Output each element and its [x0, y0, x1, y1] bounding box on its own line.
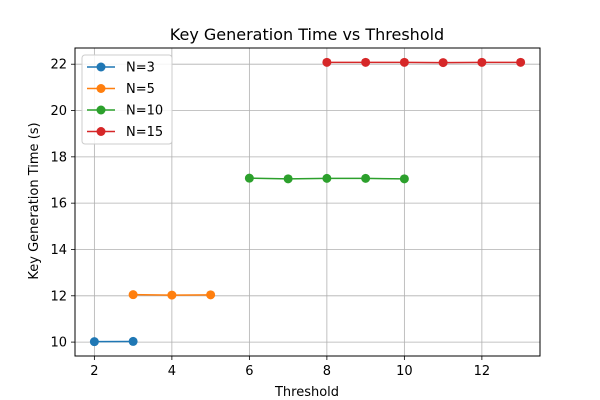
legend-box — [81, 54, 173, 145]
legend-label: N=15 — [126, 125, 163, 140]
y-tick-label: 10 — [50, 336, 67, 351]
axis-ticks: 2 4 6 8 10 12 10 12 14 16 18 20 22 — [50, 58, 490, 379]
series-n-5 — [128, 290, 216, 300]
data-point — [399, 57, 409, 67]
data-point — [516, 57, 526, 67]
x-tick-label: 12 — [474, 364, 491, 379]
x-tick-label: 6 — [245, 364, 253, 379]
legend-item: N=3 — [87, 61, 155, 76]
data-point — [167, 290, 177, 300]
series-n-3 — [89, 336, 138, 347]
data-series — [89, 57, 526, 347]
legend: N=3 N=5 N=10 N=15 — [81, 54, 173, 145]
y-axis-label: Key Generation Time (s) — [27, 122, 42, 279]
data-point — [399, 174, 409, 184]
data-point — [89, 337, 99, 347]
legend-item: N=5 — [87, 82, 155, 97]
x-tick-label: 8 — [323, 364, 331, 379]
series-n-10 — [244, 173, 409, 184]
y-tick-label: 22 — [50, 58, 67, 73]
y-tick-label: 18 — [50, 150, 67, 165]
legend-label: N=3 — [126, 61, 155, 76]
x-tick-label: 10 — [396, 364, 413, 379]
data-point — [361, 173, 371, 183]
data-point — [361, 57, 371, 67]
data-point — [477, 57, 487, 67]
legend-label: N=5 — [126, 82, 155, 97]
plot-area-frame — [74, 47, 541, 357]
legend-marker — [96, 84, 106, 93]
chart-title: Key Generation Time vs Threshold — [170, 25, 444, 44]
data-point — [128, 290, 138, 300]
legend-label: N=10 — [126, 104, 163, 119]
data-point — [283, 174, 293, 184]
data-point — [322, 173, 332, 183]
data-point — [322, 57, 332, 67]
y-tick-label: 12 — [50, 289, 67, 304]
y-tick-label: 16 — [50, 197, 67, 212]
legend-item: N=10 — [87, 104, 163, 119]
data-point — [206, 290, 216, 300]
x-tick-label: 2 — [90, 364, 98, 379]
data-point — [128, 336, 138, 346]
legend-marker — [96, 105, 106, 115]
data-point — [438, 58, 448, 68]
legend-marker — [96, 62, 106, 72]
series-n-15 — [322, 57, 526, 68]
y-tick-label: 20 — [50, 104, 67, 119]
legend-marker — [96, 127, 106, 136]
legend-item: N=15 — [87, 125, 163, 140]
x-axis-label: Threshold — [274, 385, 339, 400]
y-tick-label: 14 — [50, 243, 67, 258]
x-tick-label: 4 — [168, 364, 176, 379]
data-point — [244, 173, 254, 183]
